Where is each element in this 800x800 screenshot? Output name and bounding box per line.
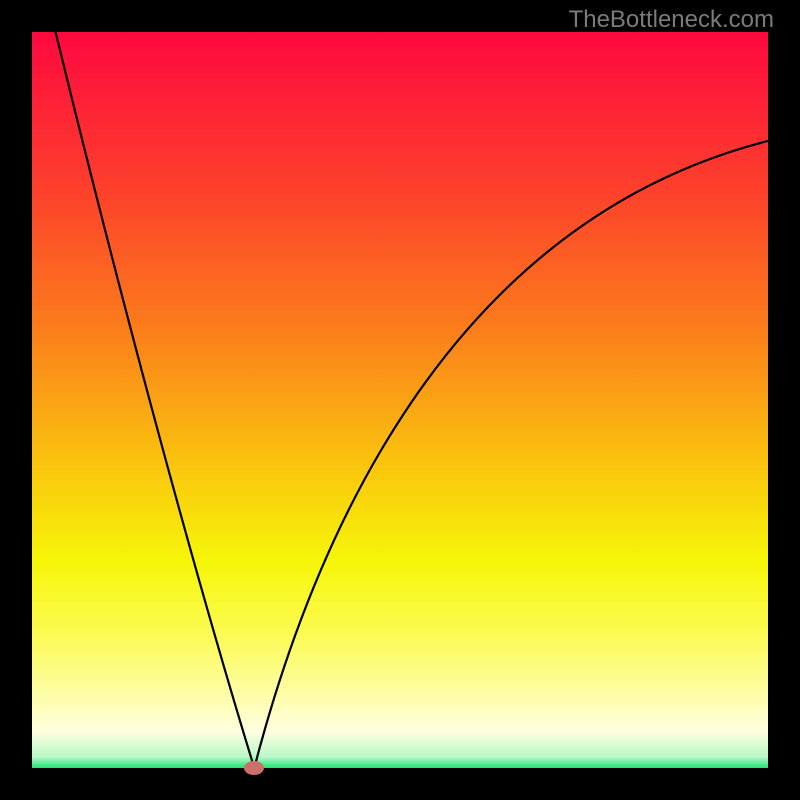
- optimum-marker: [244, 761, 264, 775]
- curve-path: [56, 32, 768, 768]
- bottleneck-curve: [0, 0, 800, 800]
- watermark-text: TheBottleneck.com: [569, 6, 774, 34]
- chart-wrapper: TheBottleneck.com: [0, 0, 800, 800]
